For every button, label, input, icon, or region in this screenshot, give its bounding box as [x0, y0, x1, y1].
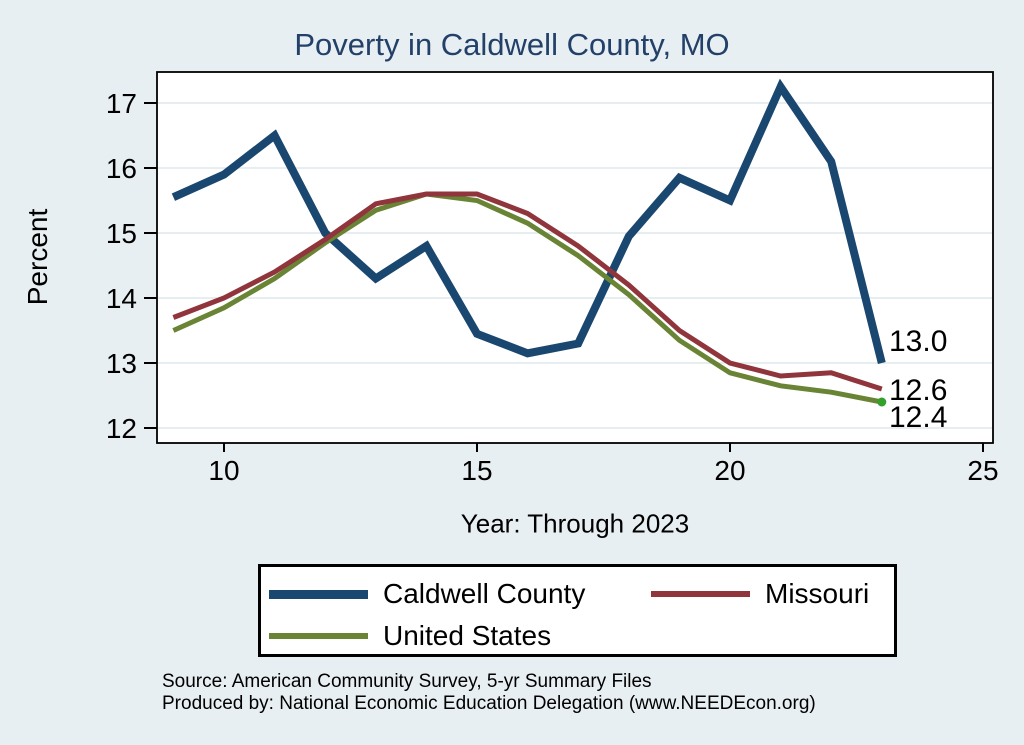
y-tick-label: 15 [106, 218, 137, 249]
legend-swatch-caldwell-county [269, 589, 368, 599]
plot-frame [156, 71, 994, 444]
x-tick-label: 25 [967, 455, 998, 486]
x-axis-label: Year: Through 2023 [460, 508, 690, 539]
legend-swatch-united-states [269, 633, 368, 639]
source-line-1: Source: American Community Survey, 5-yr … [162, 671, 652, 692]
y-tick-label: 14 [106, 283, 137, 314]
series-end-label-united-states: 12.4 [889, 401, 947, 434]
series-end-label-missouri: 12.6 [889, 374, 947, 407]
y-tick-label: 12 [106, 413, 137, 444]
chart-title: Poverty in Caldwell County, MO [294, 27, 730, 62]
legend: Caldwell County Missouri United States [258, 564, 897, 657]
x-tick-label: 20 [714, 455, 745, 486]
legend-entry-missouri: Missouri [651, 576, 869, 612]
y-tick-label: 13 [106, 348, 137, 379]
source-line-2: Produced by: National Economic Education… [162, 693, 816, 714]
series-end-marker-united-states [877, 397, 887, 407]
legend-entry-caldwell-county: Caldwell County [269, 576, 585, 612]
series-end-label-caldwell-county: 13.0 [889, 325, 947, 358]
y-tick-label: 16 [106, 153, 137, 184]
legend-entry-united-states: United States [269, 618, 551, 654]
source-note: Source: American Community Survey, 5-yr … [162, 671, 816, 715]
y-tick-label: 17 [106, 88, 137, 119]
legend-label-united-states: United States [383, 620, 552, 651]
legend-swatch-missouri [651, 591, 750, 597]
x-tick-label: 15 [461, 455, 492, 486]
legend-label-missouri: Missouri [765, 578, 870, 609]
series-line-united-states [172, 191, 883, 405]
series-line-missouri [172, 191, 883, 392]
x-tick-label: 10 [208, 455, 239, 486]
series-line-caldwell-county [171, 78, 886, 364]
legend-label-caldwell-county: Caldwell County [383, 578, 586, 609]
